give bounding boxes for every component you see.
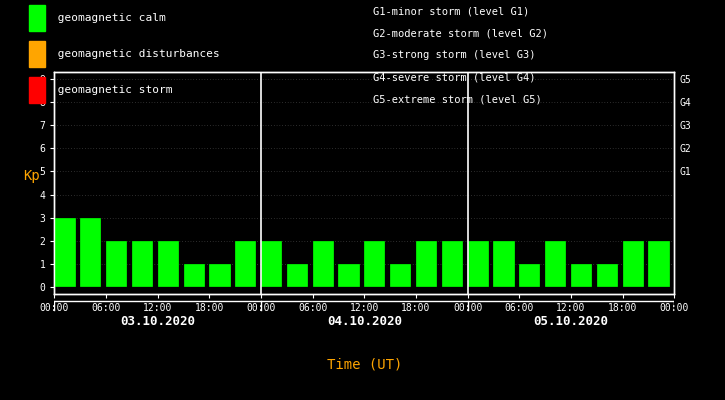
Bar (674, 241, 695, 287)
Bar (132, 241, 153, 287)
Bar (261, 241, 282, 287)
Text: geomagnetic storm: geomagnetic storm (51, 85, 173, 95)
Bar (339, 264, 360, 287)
Bar (183, 264, 204, 287)
Bar (494, 241, 515, 287)
Text: G1-minor storm (level G1): G1-minor storm (level G1) (373, 6, 530, 16)
Bar (364, 241, 386, 287)
Text: geomagnetic disturbances: geomagnetic disturbances (51, 49, 220, 59)
Bar (106, 241, 127, 287)
Bar (623, 241, 644, 287)
Bar (416, 241, 437, 287)
Text: G4-severe storm (level G4): G4-severe storm (level G4) (373, 72, 536, 82)
Text: geomagnetic calm: geomagnetic calm (51, 13, 165, 23)
Bar (519, 264, 540, 287)
Bar (597, 264, 618, 287)
Bar (442, 241, 463, 287)
Text: G5-extreme storm (level G5): G5-extreme storm (level G5) (373, 94, 542, 104)
Text: 03.10.2020: 03.10.2020 (120, 315, 195, 328)
Bar (210, 264, 231, 287)
Bar (287, 264, 308, 287)
Bar (235, 241, 257, 287)
Bar (571, 264, 592, 287)
Bar (545, 241, 566, 287)
Text: Time (UT): Time (UT) (327, 357, 402, 371)
Bar (648, 241, 670, 287)
Bar (80, 218, 102, 287)
Text: G2-moderate storm (level G2): G2-moderate storm (level G2) (373, 28, 548, 38)
Bar (54, 218, 75, 287)
Text: 04.10.2020: 04.10.2020 (327, 315, 402, 328)
Text: 05.10.2020: 05.10.2020 (534, 315, 608, 328)
Bar (390, 264, 411, 287)
Y-axis label: Kp: Kp (22, 169, 40, 183)
Bar (312, 241, 334, 287)
Bar (157, 241, 179, 287)
Bar (468, 241, 489, 287)
Text: G3-strong storm (level G3): G3-strong storm (level G3) (373, 50, 536, 60)
